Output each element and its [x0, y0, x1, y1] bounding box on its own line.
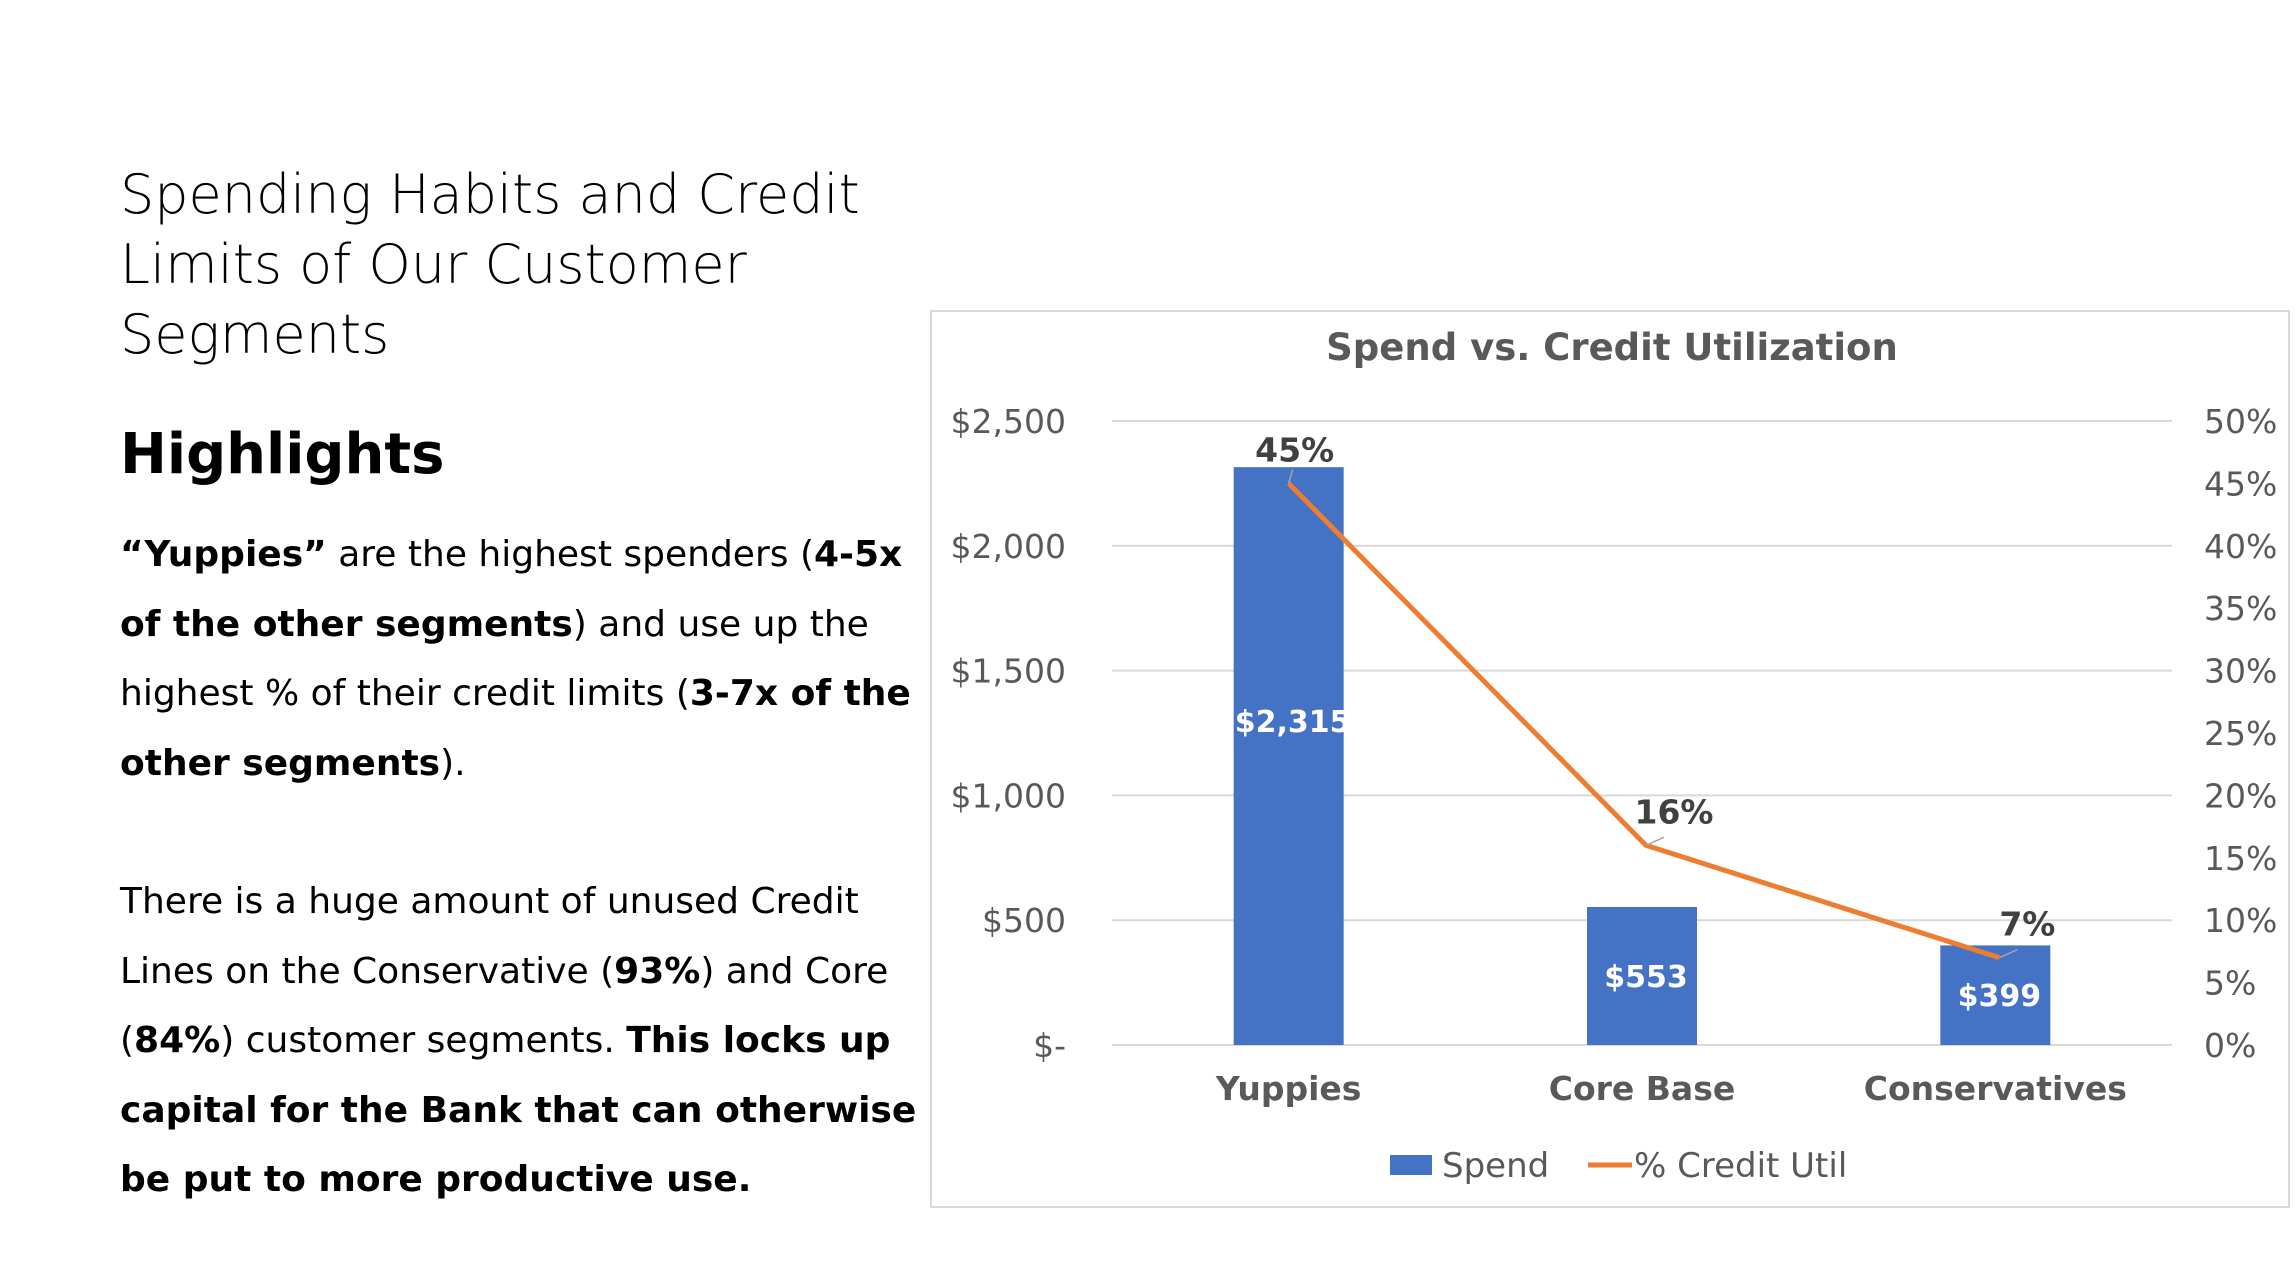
text-bold: 84% — [134, 1020, 221, 1061]
highlights-heading: Highlights — [120, 422, 445, 487]
category-axis: Yuppies Core Base Conservatives — [1215, 1069, 2127, 1108]
right-tick-label: 5% — [2204, 964, 2256, 1003]
category-label: Core Base — [1549, 1069, 1735, 1108]
right-tick-label: 10% — [2204, 901, 2277, 940]
text-bold: This locks up capital for the Bank that … — [120, 1020, 917, 1200]
right-tick-label: 45% — [2204, 464, 2277, 503]
text-run: ) and use up the highest % of their cred… — [120, 603, 869, 715]
category-label: Conservatives — [1864, 1069, 2127, 1108]
bar-data-label: $2,315 — [1235, 705, 1351, 740]
chart-title: Spend vs. Credit Utilization — [1326, 326, 1898, 369]
chart-legend: Spend % Credit Util — [1390, 1146, 1847, 1186]
label-leader-line — [1287, 469, 1294, 484]
text-run: There is a huge amount of unused Credit … — [120, 881, 859, 992]
right-tick-label: 20% — [2204, 776, 2277, 815]
line-series: 45% 16% 7% — [1255, 430, 2055, 961]
text-run: ) and Core ( — [120, 950, 889, 1062]
right-tick-label: 35% — [2204, 589, 2277, 628]
chart-frame: Spend vs. Credit Utilization $- $500 $1,00… — [930, 310, 2290, 1208]
bar-data-label: $553 — [1604, 960, 1688, 995]
bar-yuppies — [1233, 467, 1344, 1045]
credit-util-line — [1286, 481, 2001, 961]
bar-data-label: $399 — [1958, 979, 2042, 1014]
slide-title-line: Limits of Our Customer — [120, 233, 747, 296]
highlight-paragraph-yuppies: “Yuppies” are the highest spenders (4-5x… — [120, 520, 920, 798]
left-axis: $- $500 $1,000 $1,500 $2,000 $2,500 — [951, 402, 1066, 1065]
left-tick-label: $2,500 — [951, 402, 1066, 441]
legend-label-spend: Spend — [1442, 1146, 1549, 1186]
line-data-label: 7% — [1999, 905, 2055, 944]
left-tick-label: $2,000 — [951, 527, 1066, 566]
right-tick-label: 40% — [2204, 527, 2277, 566]
text-run: are the highest spenders ( — [326, 534, 814, 575]
text-bold: 93% — [614, 950, 701, 992]
label-leader-line — [1645, 836, 1665, 847]
text-bold: 3-7x of the other segments — [120, 673, 911, 784]
left-tick-label: $1,000 — [951, 776, 1066, 815]
text-bold: “Yuppies” — [120, 534, 327, 575]
right-tick-label: 15% — [2204, 839, 2277, 878]
bar-series: $2,315 $553 $399 — [1233, 467, 2051, 1045]
line-data-label: 16% — [1635, 792, 1714, 831]
bar-core-base — [1587, 906, 1697, 1045]
spend-credit-chart: Spend vs. Credit Utilization $- $500 $1,00… — [951, 326, 2278, 1186]
right-axis: 0% 5% 10% 15% 20% 25% 30% 35% 40% 45% 50% — [2204, 402, 2277, 1065]
bar-conservatives — [1940, 945, 2051, 1045]
line-data-label: 45% — [1255, 430, 1334, 469]
right-tick-label: 0% — [2204, 1026, 2256, 1065]
label-leader-line — [1999, 948, 2018, 959]
category-label: Yuppies — [1215, 1069, 1362, 1108]
right-tick-label: 50% — [2204, 402, 2277, 441]
highlight-paragraph-credit-lines: There is a huge amount of unused Credit … — [120, 867, 920, 1215]
right-tick-label: 25% — [2204, 714, 2277, 753]
slide-title-line: Segments — [120, 303, 390, 366]
legend-label-credit-util: % Credit Util — [1634, 1146, 1847, 1186]
text-bold: 4-5x of the other segments — [120, 534, 903, 645]
slide-title: Spending Habits and Credit Limits of Our… — [120, 160, 900, 370]
legend-swatch-spend — [1390, 1155, 1432, 1175]
left-tick-label: $- — [1033, 1026, 1066, 1065]
text-run: ). — [440, 742, 466, 784]
left-tick-label: $500 — [982, 901, 1066, 940]
text-run: ) customer segments. — [220, 1020, 627, 1061]
right-tick-label: 30% — [2204, 652, 2277, 691]
left-tick-label: $1,500 — [951, 652, 1066, 691]
slide-title-line: Spending Habits and Credit — [120, 163, 860, 226]
